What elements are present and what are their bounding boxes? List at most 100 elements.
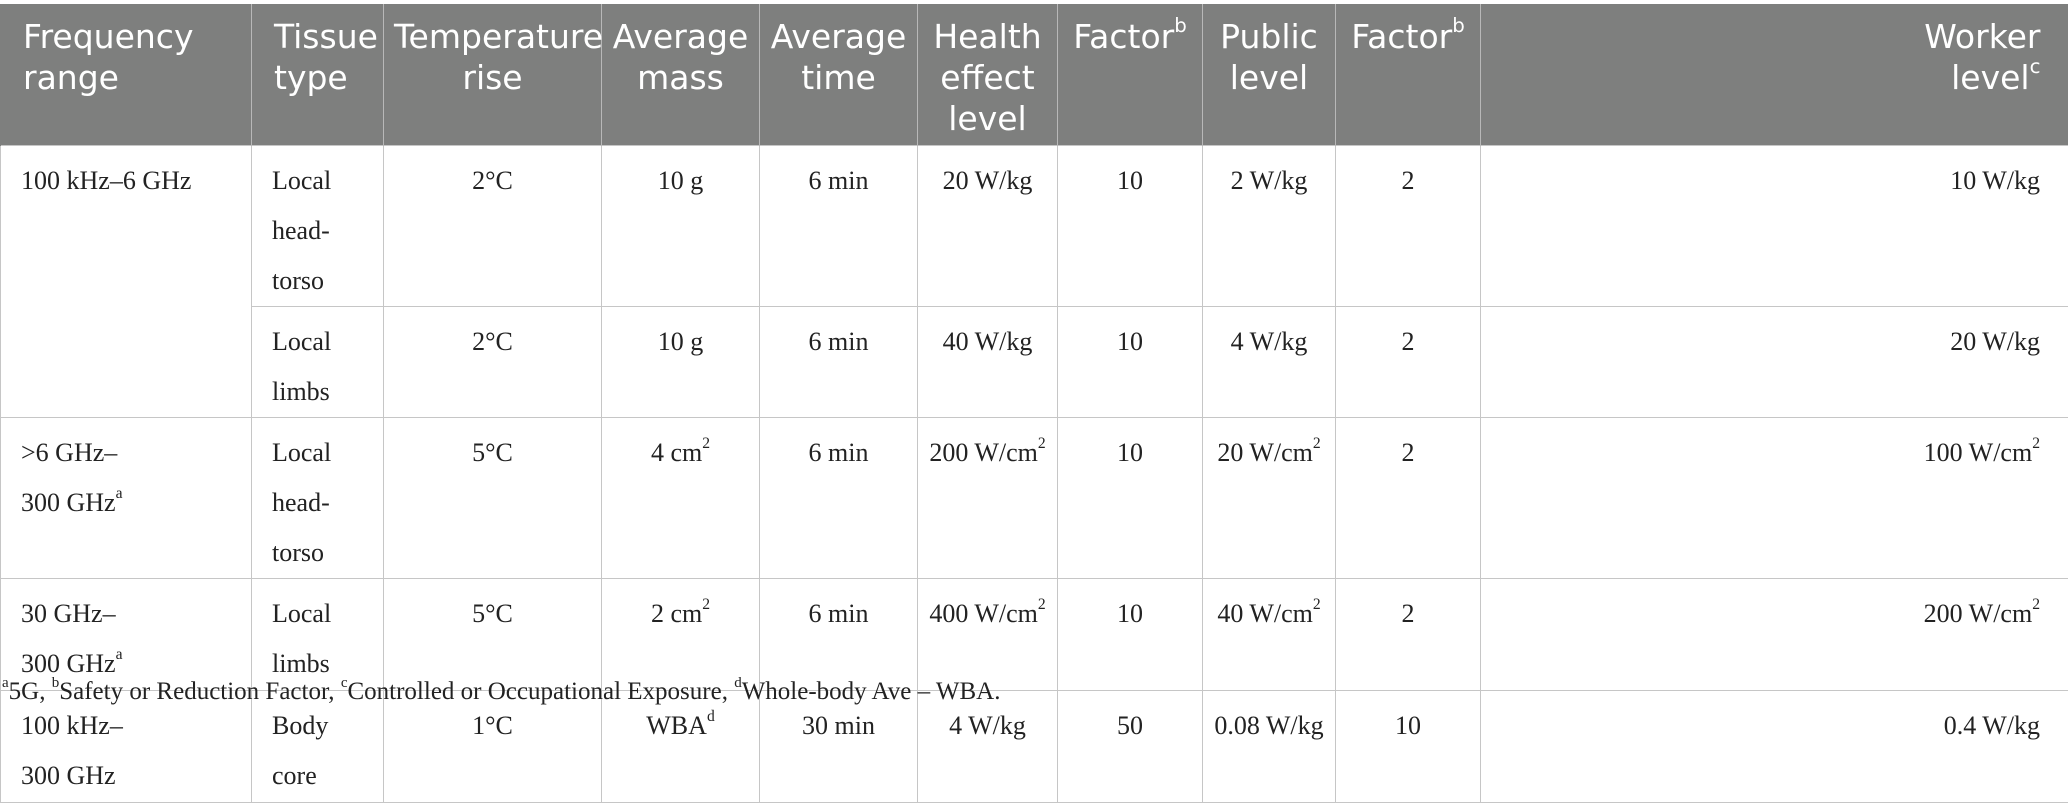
cell-text: 300 GHz xyxy=(21,761,116,790)
header-text: effect xyxy=(940,58,1034,97)
cell-mass: WBAd xyxy=(602,691,760,803)
cell-text: WBA xyxy=(646,711,707,740)
cell-text: 400 W/cm xyxy=(929,599,1038,628)
superscript: 2 xyxy=(1313,435,1321,452)
header-text: Frequency xyxy=(23,17,193,56)
header-text: type xyxy=(274,58,348,97)
cell-time: 30 min xyxy=(760,691,918,803)
cell-text: 30 GHz– xyxy=(21,599,116,628)
footnote-text: Whole-body Ave – WBA. xyxy=(742,678,1001,705)
footnote-text: Controlled or Occupational Exposure, xyxy=(347,678,734,705)
cell-worker: 20 W/kg xyxy=(1481,307,2068,418)
cell-text: >6 GHz– xyxy=(21,438,117,467)
header-text: rise xyxy=(462,58,522,97)
header-factor: Factorb xyxy=(1058,4,1203,146)
footnote-mark: b xyxy=(1174,14,1187,37)
cell-factor: 10 xyxy=(1058,418,1203,579)
cell-text: 2 cm xyxy=(651,599,702,628)
cell-tissue: Local head-torso xyxy=(252,418,384,579)
header-text: level xyxy=(1951,58,2029,97)
table-row: Local limbs 2°C 10 g 6 min 40 W/kg 10 4 … xyxy=(1,307,2068,418)
cell-text: 40 W/cm xyxy=(1217,599,1313,628)
cell-tissue: Body core xyxy=(252,691,384,803)
header-text: Factor xyxy=(1073,17,1174,56)
header-frequency-range: Frequency range xyxy=(1,4,252,146)
header-text: time xyxy=(801,58,876,97)
cell-text: Local xyxy=(272,438,331,467)
cell-time: 6 min xyxy=(760,146,918,307)
cell-tissue: Local limbs xyxy=(252,579,384,691)
cell-factor-2: 2 xyxy=(1336,579,1481,691)
cell-text: 100 kHz–6 GHz xyxy=(21,166,191,195)
header-text: Health xyxy=(933,17,1041,56)
cell-time: 6 min xyxy=(760,307,918,418)
footnote-mark: a xyxy=(2,675,9,691)
cell-factor: 10 xyxy=(1058,579,1203,691)
cell-time: 6 min xyxy=(760,418,918,579)
footnote-text: 5G, xyxy=(9,678,52,705)
table-row: >6 GHz–300 GHza Local head-torso 5°C 4 cm… xyxy=(1,418,2068,579)
cell-health: 20 W/kg xyxy=(918,146,1058,307)
cell-public: 2 W/kg xyxy=(1203,146,1336,307)
superscript: 2 xyxy=(702,596,710,613)
cell-text: 100 W/cm xyxy=(1924,438,2033,467)
cell-text: 200 W/cm xyxy=(1924,599,2033,628)
cell-text: 4 cm xyxy=(651,438,702,467)
superscript: 2 xyxy=(1313,596,1321,613)
table-row: 100 kHz–300 GHz Body core 1°C WBAd 30 mi… xyxy=(1,691,2068,803)
cell-mass: 4 cm2 xyxy=(602,418,760,579)
footnote-mark: a xyxy=(116,485,123,502)
cell-health: 40 W/kg xyxy=(918,307,1058,418)
cell-health: 200 W/cm2 xyxy=(918,418,1058,579)
cell-text: 200 W/cm xyxy=(929,438,1038,467)
cell-temperature: 1°C xyxy=(384,691,602,803)
header-factor-2: Factorb xyxy=(1336,4,1481,146)
cell-temperature: 5°C xyxy=(384,579,602,691)
header-public-level: Public level xyxy=(1203,4,1336,146)
cell-frequency: >6 GHz–300 GHza xyxy=(1,418,252,579)
footnote-mark: c xyxy=(2030,55,2041,78)
cell-temperature: 5°C xyxy=(384,418,602,579)
header-health-effect-level: Health effect level xyxy=(918,4,1058,146)
cell-factor-2: 2 xyxy=(1336,307,1481,418)
cell-mass: 10 g xyxy=(602,307,760,418)
cell-mass: 2 cm2 xyxy=(602,579,760,691)
cell-worker: 100 W/cm2 xyxy=(1481,418,2068,579)
header-row: Frequency range Tissue type Temperature … xyxy=(1,4,2068,146)
cell-text: head-torso xyxy=(272,488,330,567)
header-average-mass: Average mass xyxy=(602,4,760,146)
cell-public: 20 W/cm2 xyxy=(1203,418,1336,579)
header-text: Worker xyxy=(1924,17,2040,56)
header-text: Average xyxy=(613,17,749,56)
cell-tissue: Local limbs xyxy=(252,307,384,418)
cell-text: head-torso xyxy=(272,216,330,295)
cell-temperature: 2°C xyxy=(384,307,602,418)
header-temperature-rise: Temperature rise xyxy=(384,4,602,146)
footnote-mark: d xyxy=(707,708,715,725)
cell-factor: 10 xyxy=(1058,307,1203,418)
superscript: 2 xyxy=(702,435,710,452)
header-worker-level: Worker levelc xyxy=(1481,4,2068,146)
cell-worker: 10 W/kg xyxy=(1481,146,2068,307)
cell-public: 4 W/kg xyxy=(1203,307,1336,418)
cell-frequency: 100 kHz–300 GHz xyxy=(1,691,252,803)
cell-factor: 50 xyxy=(1058,691,1203,803)
cell-frequency: 100 kHz–6 GHz xyxy=(1,146,252,418)
footnote-text: Safety or Reduction Factor, xyxy=(59,678,341,705)
footnote-mark: b xyxy=(52,675,60,691)
header-text: Average xyxy=(771,17,907,56)
cell-health: 400 W/cm2 xyxy=(918,579,1058,691)
cell-mass: 10 g xyxy=(602,146,760,307)
footnote-mark: c xyxy=(341,675,348,691)
cell-factor-2: 2 xyxy=(1336,418,1481,579)
cell-factor: 10 xyxy=(1058,146,1203,307)
cell-health: 4 W/kg xyxy=(918,691,1058,803)
footnote-mark: d xyxy=(734,675,742,691)
footnote-mark: b xyxy=(1452,14,1465,37)
footnote-mark: a xyxy=(116,646,123,663)
superscript: 2 xyxy=(2032,435,2040,452)
header-average-time: Average time xyxy=(760,4,918,146)
cell-frequency: 30 GHz–300 GHza xyxy=(1,579,252,691)
